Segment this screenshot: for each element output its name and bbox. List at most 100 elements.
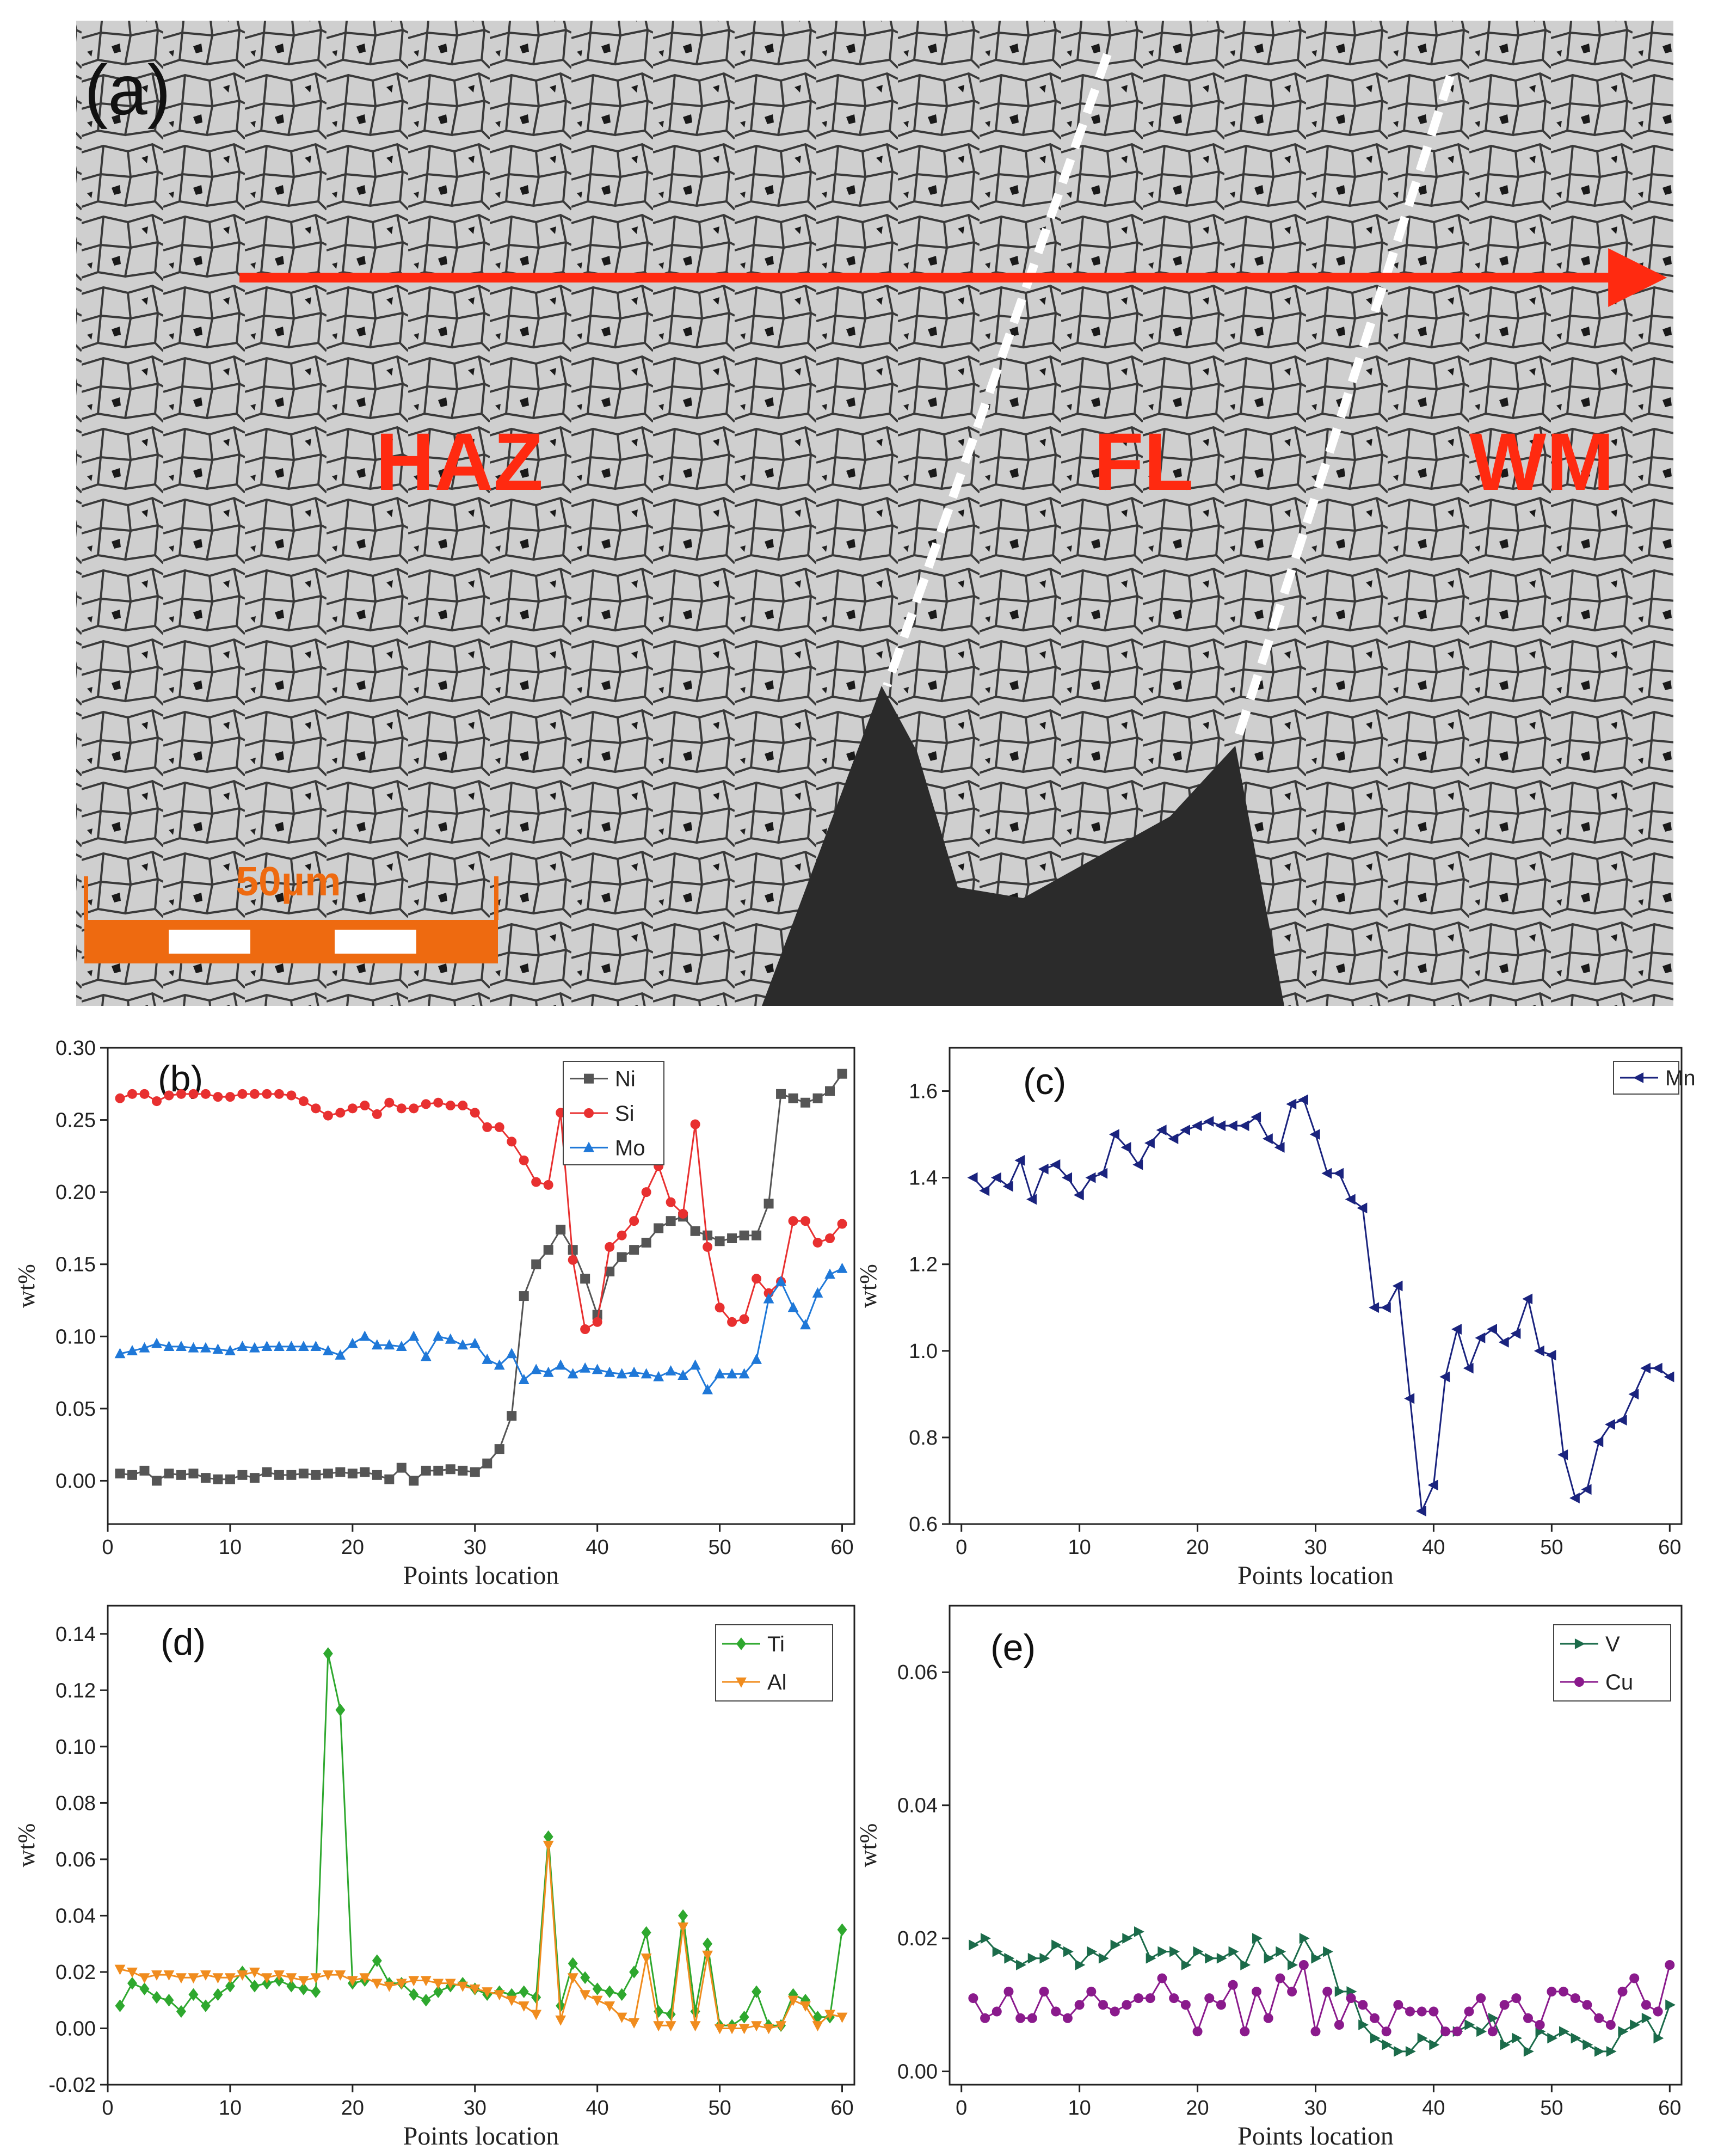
data-point-si [470,1108,480,1118]
data-point-cu [1405,2006,1415,2017]
data-point-ni [164,1469,174,1479]
series-line-al [120,1845,842,2030]
data-point-ti [739,2011,749,2024]
data-point-v [1252,1933,1263,1944]
data-point-al [592,1995,603,2006]
data-point-v [1051,1939,1062,1951]
data-point-cu [1653,2006,1663,2017]
data-point-ni [666,1216,676,1226]
data-point-v [1370,2032,1381,2044]
data-point-al [469,1984,481,1995]
data-point-mn [1664,1371,1674,1383]
data-point-ni [372,1470,382,1480]
data-point-mn [1557,1449,1568,1460]
y-tick-label: 1.2 [909,1254,938,1276]
y-tick-label: 0.04 [56,1905,96,1927]
data-point-mo [787,1301,799,1312]
data-point-ni [776,1089,786,1099]
data-point-ti [605,1985,615,1998]
data-point-ni [384,1474,395,1484]
data-point-cu [1440,2026,1451,2037]
data-point-mo [482,1353,493,1364]
data-point-cu [1204,1993,1215,2004]
data-point-v [1299,1933,1310,1944]
data-point-mo [824,1268,835,1279]
micrograph-panel: (a) HAZ FL WM 50µm [76,21,1673,1006]
data-point-si [568,1255,578,1265]
data-point-mn [1427,1479,1438,1491]
data-point-cu [1145,1993,1155,2004]
data-point-v [1630,2019,1641,2030]
x-tick-label: 30 [464,2097,487,2120]
data-point-v [1334,1986,1345,1997]
data-point-v [1571,2032,1581,2044]
x-tick-label: 60 [1658,1536,1681,1559]
data-point-mn [1652,1362,1662,1374]
data-point-mn [1392,1280,1403,1292]
series-line-si [119,1093,843,1331]
data-point-mo [310,1341,322,1351]
data-point-ni [347,1469,358,1479]
legend-label-al: Al [767,1670,787,1694]
data-point-ti [433,1985,444,1998]
data-point-cu [1298,1960,1309,1970]
data-point-mn [1581,1484,1592,1495]
data-point-mo [689,1359,701,1370]
data-point-ti [298,1982,309,1995]
y-tick-label: 0.14 [56,1623,96,1646]
data-point-al [359,1973,371,1984]
data-point-ni [458,1465,468,1476]
data-point-v [1157,1946,1168,1957]
zone-label-wm: WM [1469,416,1615,507]
data-point-v [1559,2026,1569,2037]
data-point-ti [213,1988,223,2001]
data-point-cu [1617,1986,1628,1997]
data-point-mo [139,1342,150,1353]
data-point-si [188,1089,199,1099]
data-point-ti [200,1999,211,2012]
data-point-cu [1499,2000,1510,2010]
data-point-ti [543,1830,553,1844]
data-point-ni [641,1237,651,1248]
data-point-v [1205,1952,1216,1964]
series-line-cu [972,1962,1671,2035]
data-point-si [298,1096,309,1107]
legend-label-mo: Mo [615,1136,645,1160]
data-point-ti [311,1985,321,1998]
data-point-al [787,1995,799,2006]
data-point-mn [1463,1362,1474,1374]
data-point-v [1098,1952,1109,1964]
data-point-v [1488,2012,1499,2024]
data-point-mn [1345,1194,1356,1205]
data-point-mo [261,1341,273,1351]
data-point-cu [1417,2006,1427,2017]
data-point-v [1512,2032,1523,2044]
data-point-al [261,1973,273,1984]
data-point-ni [225,1474,235,1484]
data-point-mo [163,1341,175,1351]
data-point-al [286,1973,297,1984]
data-point-si [641,1187,651,1197]
data-point-al [629,2018,640,2029]
data-point-cu [1169,1993,1179,2004]
data-point-mn [1239,1120,1249,1132]
data-point-si [617,1230,627,1240]
data-point-mo [580,1362,591,1373]
data-point-ti [164,1994,174,2007]
y-tick-label: 0.10 [56,1736,96,1759]
y-tick-label: 0.08 [56,1792,96,1815]
data-point-v [1323,1946,1333,1957]
x-tick-label: 60 [830,2097,853,2120]
data-point-v [1216,1952,1227,1964]
x-tick-label: 50 [1540,1536,1563,1559]
data-point-ni [763,1199,774,1209]
data-point-si [580,1324,590,1335]
data-point-mn [1475,1332,1486,1343]
data-point-si [225,1092,235,1102]
data-point-mn [1439,1371,1450,1383]
data-point-ni [470,1467,480,1477]
data-point-mo [212,1343,224,1354]
data-point-si [825,1233,835,1243]
data-point-ni [556,1225,566,1235]
data-point-ni [262,1467,272,1477]
